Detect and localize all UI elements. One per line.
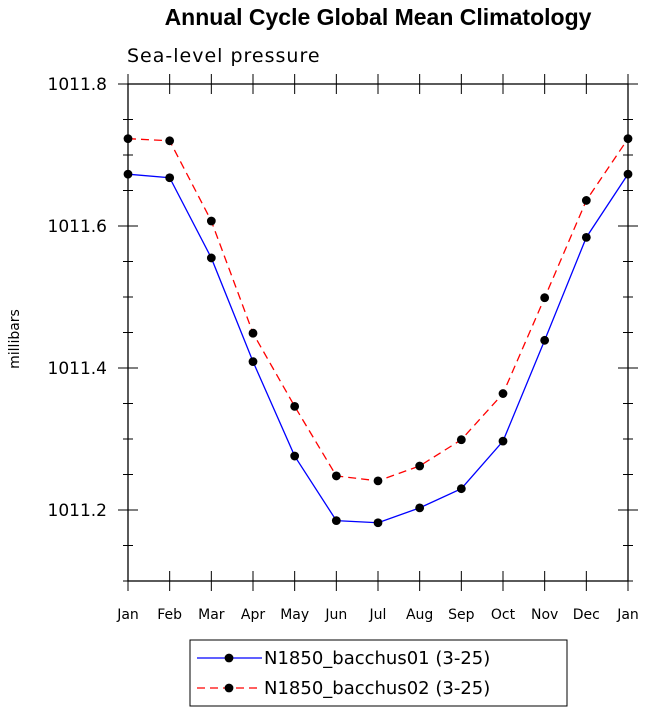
x-tick-label: Aug	[406, 607, 433, 623]
x-tick-label: May	[280, 607, 309, 623]
data-point	[456, 484, 466, 494]
data-point	[331, 516, 341, 526]
legend-label: N1850_bacchus01 (3-25)	[264, 648, 490, 669]
data-point	[165, 173, 175, 183]
y-tick-label: 1011.8	[48, 75, 107, 95]
x-tick-label: Jan	[116, 607, 139, 623]
data-point	[123, 134, 133, 144]
x-tick-label: Apr	[241, 607, 265, 623]
x-tick-label: Jul	[369, 607, 387, 623]
legend-marker	[224, 683, 234, 693]
x-tick-label: Sep	[448, 607, 475, 623]
data-point	[373, 476, 383, 486]
axis-ticks	[118, 74, 638, 591]
x-tick-label: Dec	[573, 607, 600, 623]
legend-label: N1850_bacchus02 (3-25)	[264, 678, 490, 699]
x-tick-label: Oct	[491, 607, 516, 623]
x-tick-labels: Jan Feb Mar Apr May Jun Jul Aug Sep Oct Nov Dec Jan	[116, 607, 639, 623]
data-point	[165, 136, 175, 146]
data-point	[498, 436, 508, 446]
y-axis-label: millibars	[7, 309, 23, 369]
legend: N1850_bacchus01 (3-25) N1850_bacchus02 (3…	[197, 648, 490, 699]
legend-marker	[224, 653, 234, 663]
x-tick-label: Nov	[531, 607, 558, 623]
x-tick-label: Feb	[157, 607, 182, 623]
series-line	[127, 138, 629, 482]
legend-entry-1: N1850_bacchus01 (3-25)	[197, 648, 490, 669]
x-tick-label: Jan	[616, 607, 639, 623]
series-1	[123, 169, 633, 528]
legend-box	[189, 639, 568, 707]
data-point	[373, 518, 383, 528]
data-point	[623, 134, 633, 144]
data-point	[290, 451, 300, 461]
data-point	[331, 471, 341, 481]
data-point	[290, 401, 300, 411]
y-tick-labels: 1011.2 1011.4 1011.6 1011.8	[48, 75, 107, 521]
y-tick-label: 1011.2	[48, 501, 107, 521]
x-tick-label: Jun	[324, 607, 347, 623]
data-point	[456, 435, 466, 445]
data-point	[206, 216, 216, 226]
data-point	[623, 169, 633, 179]
data-point	[540, 293, 550, 303]
series-layer	[123, 134, 633, 528]
series-2	[123, 134, 633, 486]
plot-frame	[127, 83, 629, 582]
data-point	[415, 461, 425, 471]
data-point	[248, 328, 258, 338]
data-point	[248, 357, 258, 367]
y-tick-label: 1011.6	[48, 217, 107, 237]
data-point	[415, 503, 425, 513]
series-line	[127, 173, 629, 524]
chart-subtitle: Sea-level pressure	[127, 45, 321, 67]
data-point	[498, 389, 508, 398]
y-tick-label: 1011.4	[48, 359, 107, 379]
legend-entry-2: N1850_bacchus02 (3-25)	[197, 678, 490, 699]
data-point	[123, 169, 133, 179]
x-tick-label: Mar	[198, 607, 225, 623]
data-point	[581, 196, 591, 205]
data-point	[540, 335, 550, 345]
chart-title: Annual Cycle Global Mean Climatology	[165, 4, 592, 30]
data-point	[581, 232, 591, 242]
data-point	[206, 253, 216, 263]
